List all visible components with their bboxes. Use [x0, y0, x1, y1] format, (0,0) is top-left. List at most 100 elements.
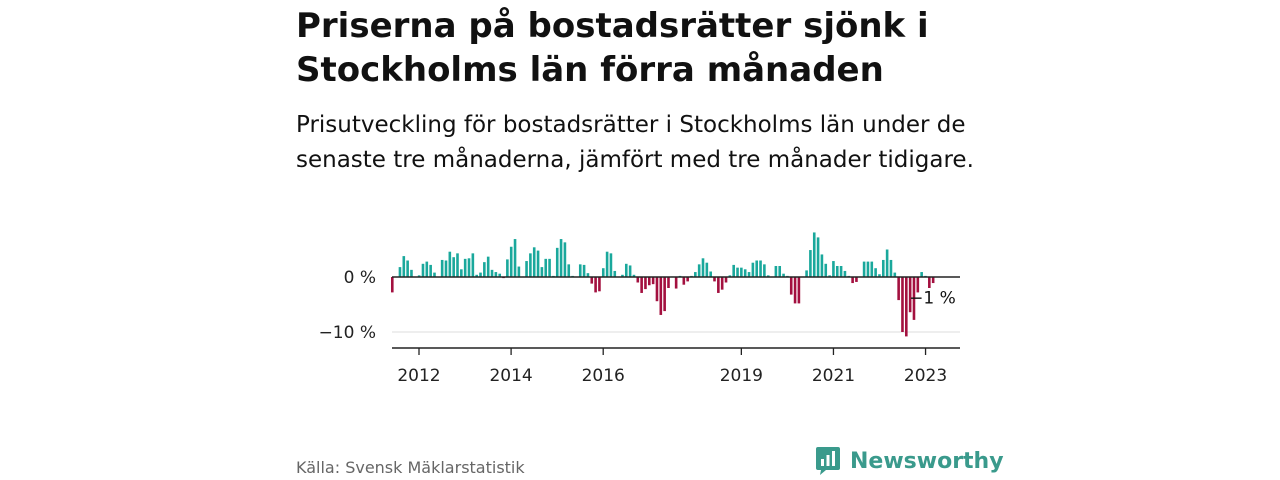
bar — [425, 261, 429, 277]
bar — [774, 266, 778, 277]
bar — [417, 275, 421, 277]
bar — [605, 251, 609, 277]
bar — [755, 260, 759, 277]
bar — [402, 256, 406, 277]
bar — [866, 261, 870, 277]
bar — [835, 266, 839, 277]
bar — [517, 266, 521, 277]
bar — [578, 264, 582, 277]
bar — [912, 277, 916, 320]
chart-title: Priserna på bostadsrätter sjönk i Stockh… — [296, 6, 929, 90]
bar — [931, 277, 935, 284]
x-tick-label: 2023 — [904, 366, 947, 386]
x-tick-label: 2021 — [812, 366, 855, 386]
bar — [406, 260, 409, 277]
bar — [928, 277, 931, 288]
bar — [532, 247, 536, 277]
bar — [390, 277, 394, 293]
bar — [897, 277, 900, 301]
bar — [905, 277, 908, 337]
bar — [713, 277, 716, 282]
bar — [544, 258, 548, 277]
bar — [410, 269, 413, 277]
bar — [816, 237, 820, 277]
bar — [809, 250, 812, 277]
bar — [529, 253, 532, 277]
bar — [797, 277, 801, 304]
brand-name: Newsworthy — [850, 448, 1004, 474]
bar — [609, 253, 613, 277]
bar — [440, 259, 444, 277]
bar — [674, 277, 678, 289]
bar — [717, 277, 720, 293]
bar — [747, 272, 751, 277]
last-value-annotation: −1 % — [909, 289, 956, 309]
bar — [812, 232, 816, 277]
bar — [498, 273, 501, 277]
bar — [651, 277, 655, 285]
bar — [832, 261, 835, 277]
bar — [590, 277, 594, 284]
bar — [862, 261, 866, 277]
bar — [640, 277, 643, 293]
brand-logo[interactable]: Newsworthy — [814, 446, 1004, 476]
bar — [743, 269, 747, 277]
bar — [920, 272, 923, 277]
bar — [724, 277, 728, 283]
bar — [467, 258, 471, 277]
bar — [494, 272, 498, 277]
bar — [878, 274, 881, 277]
bar — [513, 239, 517, 277]
bar — [563, 242, 567, 277]
chart-labels: 0 % −10 % 2012 2014 2016 2019 2021 2023 −1 % — [319, 268, 956, 386]
bar — [582, 264, 586, 277]
bar — [613, 270, 617, 277]
bar — [870, 261, 874, 277]
bar — [805, 270, 808, 277]
bar — [820, 254, 824, 277]
bar — [828, 275, 831, 277]
bar — [908, 277, 912, 313]
bar — [893, 272, 897, 277]
bar — [601, 268, 605, 277]
bar — [789, 277, 793, 295]
bar — [682, 277, 686, 285]
bar — [766, 275, 770, 277]
bar — [644, 277, 647, 290]
bar — [782, 273, 785, 277]
bar — [475, 274, 478, 277]
x-tick-label: 2016 — [582, 366, 625, 386]
bar — [659, 277, 663, 315]
bar — [663, 277, 666, 312]
bar — [697, 264, 701, 277]
bar — [763, 264, 766, 277]
bar — [460, 269, 463, 277]
bar — [452, 257, 455, 277]
bar — [885, 249, 889, 277]
bar — [559, 239, 563, 277]
bar — [843, 270, 847, 277]
bar — [479, 272, 482, 277]
bar — [694, 272, 697, 277]
y-tick-label: −10 % — [319, 323, 376, 343]
bar — [855, 277, 858, 282]
bar — [874, 268, 877, 277]
x-tick-label: 2014 — [489, 366, 532, 386]
bar — [421, 263, 425, 277]
source-note: Källa: Svensk Mäklarstatistik — [296, 458, 525, 477]
bar — [509, 246, 513, 277]
bar — [740, 267, 743, 277]
newsworthy-logo-icon — [816, 447, 840, 475]
chart-axes — [392, 276, 960, 355]
bar — [483, 262, 486, 277]
bar — [636, 277, 640, 283]
bar — [490, 269, 494, 277]
bar — [705, 262, 709, 277]
bar — [686, 277, 689, 282]
bar — [778, 266, 782, 277]
bar — [621, 274, 624, 277]
bar — [540, 267, 544, 277]
bar — [486, 256, 490, 277]
bar — [506, 259, 509, 277]
